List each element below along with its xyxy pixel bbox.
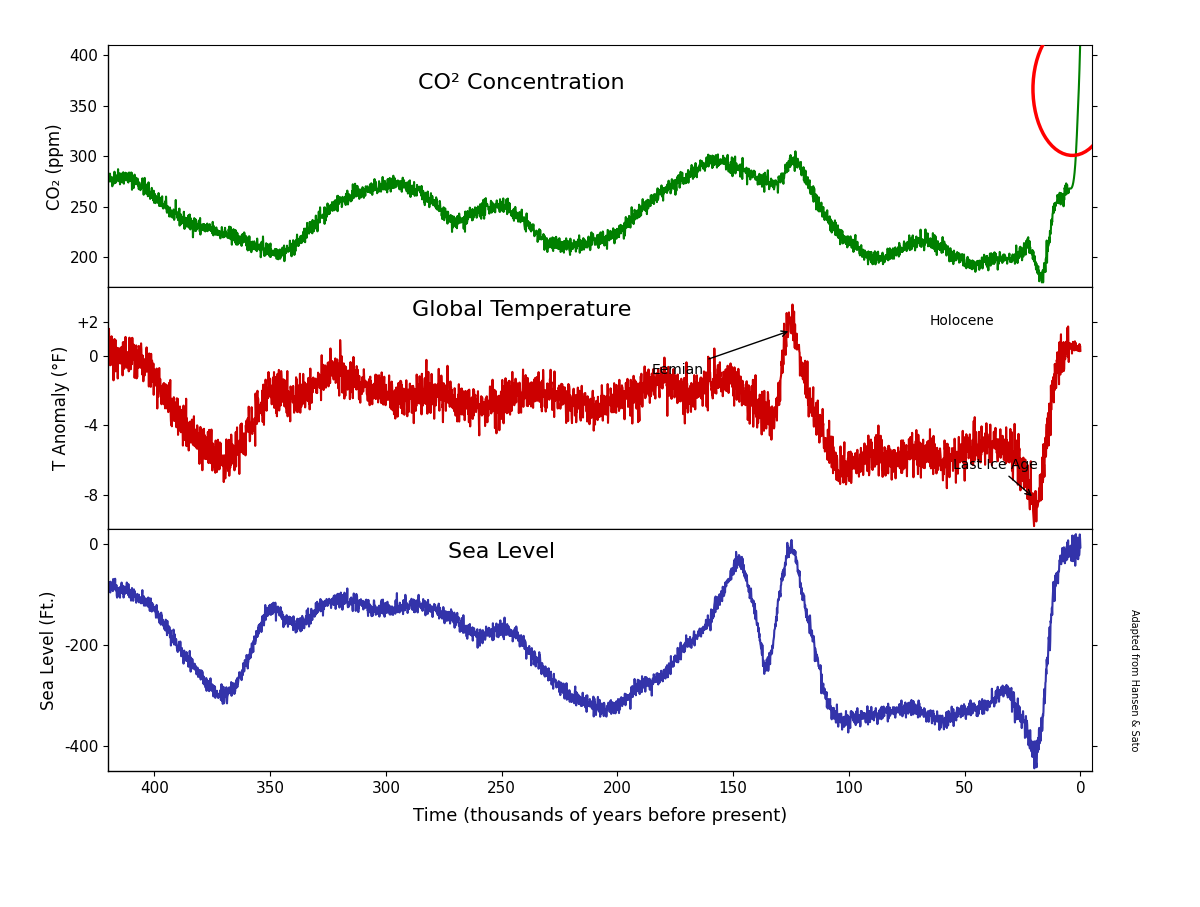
X-axis label: Time (thousands of years before present): Time (thousands of years before present) — [413, 807, 787, 824]
Text: Last Ice Age: Last Ice Age — [953, 458, 1038, 495]
Text: For copy of  slide, email:   3graph400k@johnenglander.net: For copy of slide, email: 3graph400k@joh… — [24, 869, 473, 884]
Text: Holocene: Holocene — [930, 314, 995, 328]
Text: www.johnenglander.net: www.johnenglander.net — [916, 867, 1176, 886]
Y-axis label: T Anomaly (°F): T Anomaly (°F) — [53, 346, 71, 471]
Text: Adapted from Hansen & Sato: Adapted from Hansen & Sato — [1129, 610, 1139, 751]
Y-axis label: Sea Level (Ft.): Sea Level (Ft.) — [41, 590, 59, 710]
Text: CO² Concentration: CO² Concentration — [418, 73, 624, 93]
Text: Global Temperature: Global Temperature — [412, 300, 631, 320]
Text: Eemian: Eemian — [652, 331, 787, 376]
Text: Sea Level: Sea Level — [448, 542, 556, 562]
Y-axis label: CO₂ (ppm): CO₂ (ppm) — [46, 123, 64, 210]
